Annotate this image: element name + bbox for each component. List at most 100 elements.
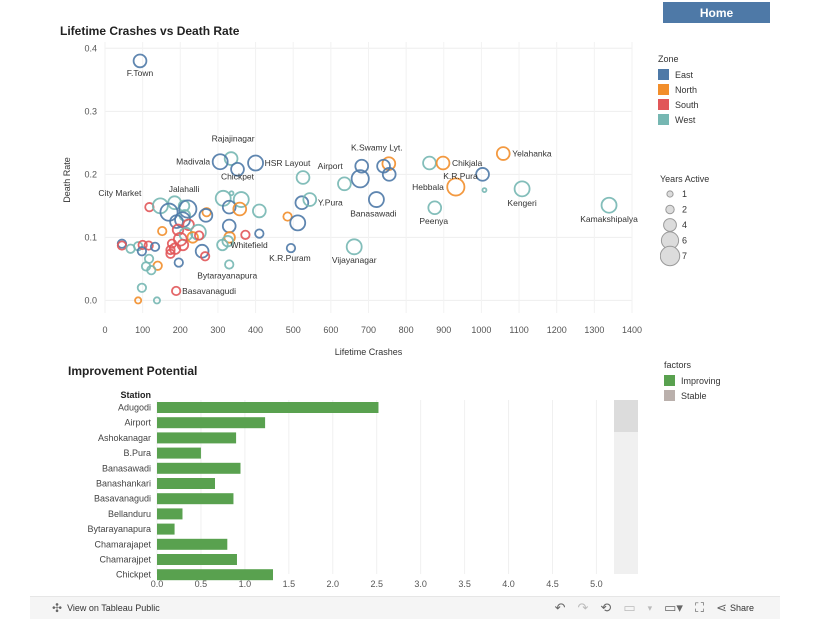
scatter-point (171, 223, 185, 237)
zone-legend-item[interactable]: South (658, 97, 758, 112)
scatter-point (475, 167, 490, 182)
scatter-point (282, 211, 293, 222)
fullscreen-icon[interactable]: ⛶ (694, 600, 705, 615)
years-legend-label: 7 (682, 251, 687, 261)
improving-bar (157, 432, 237, 444)
scatter-point (337, 176, 352, 192)
scatter-point (230, 162, 245, 177)
scatter-point (116, 240, 128, 251)
years-legend-title: Years Active (660, 174, 710, 184)
scatter-point (143, 240, 154, 251)
undo-icon[interactable]: ↶ (554, 600, 566, 615)
share-icon[interactable]: ⋖ (716, 600, 727, 615)
station-header: Station (121, 390, 152, 400)
scatter-point (171, 285, 182, 297)
point-label: Airport (318, 161, 344, 171)
point-label: Banasawadi (350, 209, 396, 219)
station-label: Ashokanagar (98, 433, 151, 443)
scatter-point (169, 214, 184, 229)
scatter-point (137, 239, 148, 251)
scatter-chart[interactable]: 0.0 0.1 0.2 0.3 0.4 0 100 200 300 400 500 600 700 800… (0, 40, 650, 365)
bar-chart[interactable]: Station 0.0 0.5 1.0 1.5 2.0 2.5 3.0 3.5 4.0 4.5 5.0… (0, 385, 650, 591)
zone-legend-item[interactable]: West (658, 112, 758, 127)
scatter-point (182, 218, 195, 231)
scatter-point (146, 265, 157, 276)
x-tick-label: 800 (399, 325, 414, 335)
revert-icon[interactable]: ⟲ (600, 600, 612, 615)
scatter-point (600, 196, 618, 214)
redo-icon[interactable]: ↷ (577, 600, 589, 615)
station-label: Chamarajapet (94, 539, 151, 549)
point-label: F.Town (127, 68, 154, 78)
chevron-down-icon[interactable]: ▾ (647, 602, 653, 613)
years-legend-circle (665, 204, 675, 215)
scatter-point (134, 296, 143, 305)
x-tick-label: 2.0 (327, 579, 340, 589)
factors-legend-item[interactable]: Stable (664, 388, 764, 403)
improving-bar (157, 554, 237, 565)
scatter-point (178, 199, 198, 219)
station-label: Chickpet (116, 570, 152, 580)
home-button[interactable]: Home (663, 2, 770, 23)
factor-swatch (664, 390, 675, 401)
x-tick-label: 2.5 (370, 579, 383, 589)
scatter-point (223, 151, 239, 166)
station-label: B.Pura (123, 448, 151, 458)
point-label: Bytarayanapura (197, 270, 257, 280)
factors-legend: factors Improving Stable (664, 360, 764, 403)
improving-bar (157, 462, 241, 474)
zone-legend-title: Zone (658, 54, 679, 64)
share-link[interactable]: Share (729, 603, 754, 613)
x-tick-label: 4.0 (502, 579, 515, 589)
scatter-point (165, 244, 176, 256)
x-tick-label: 1100 (509, 325, 528, 335)
scatter-point (224, 259, 235, 270)
station-label: Basavanagudi (94, 494, 151, 504)
scatter-point (247, 154, 264, 172)
zone-swatch (658, 69, 669, 80)
factors-legend-title: factors (664, 360, 692, 370)
scatter-point (252, 203, 267, 219)
point-label: Jalahalli (169, 184, 200, 194)
scatter-point (368, 191, 385, 208)
scatter-point (200, 251, 211, 262)
scatter-point (194, 243, 210, 259)
scatter-point (194, 230, 205, 241)
point-label: HSR Layout (265, 158, 311, 168)
zone-legend-item[interactable]: East (658, 67, 758, 82)
device-preview-icon[interactable]: ▭▾ (664, 600, 683, 615)
factor-label: Stable (681, 390, 707, 401)
bar-title: Improvement Potential (68, 364, 198, 378)
years-legend: Years Active 1 2 4 6 7 (659, 174, 760, 281)
tableau-logo-icon: ✣ (52, 601, 63, 615)
improving-bar (157, 508, 183, 520)
scatter-point (186, 231, 199, 244)
point-label: K.R.Puram (269, 253, 311, 263)
station-label: Bytarayanapura (87, 524, 151, 534)
scatter-point (289, 214, 307, 232)
view-on-tableau-link[interactable]: View on Tableau Public (67, 603, 160, 613)
scatter-point (435, 155, 451, 171)
zone-legend-item[interactable]: North (658, 82, 758, 97)
scatter-point (232, 191, 250, 208)
y-tick-label: 0.2 (84, 169, 97, 179)
factors-legend-item[interactable]: Improving (664, 373, 764, 388)
x-tick-label: 0.5 (195, 579, 208, 589)
scatter-title: Lifetime Crashes vs Death Rate (60, 24, 240, 38)
x-tick-label: 1300 (584, 325, 604, 335)
improving-bar (157, 569, 274, 581)
zone-legend: Zone East North South West (658, 54, 758, 127)
point-label: Kamakshipalya (580, 214, 638, 224)
x-tick-label: 300 (210, 325, 225, 335)
station-label: Banasawadi (102, 463, 151, 473)
improving-bar (157, 447, 201, 459)
pause-icon[interactable]: ▭ (623, 600, 636, 615)
scatter-point (132, 53, 148, 69)
x-tick-label: 4.5 (546, 579, 559, 589)
zone-swatch (658, 114, 669, 125)
x-tick-label: 500 (286, 325, 301, 335)
scatter-point (173, 257, 184, 268)
y-axis-title: Death Rate (62, 157, 72, 203)
scatter-point (446, 177, 466, 197)
tableau-toolbar: ✣ View on Tableau Public ↶ ↷ ⟲ ▭ ▾ ▭▾ ⛶ … (30, 596, 780, 619)
